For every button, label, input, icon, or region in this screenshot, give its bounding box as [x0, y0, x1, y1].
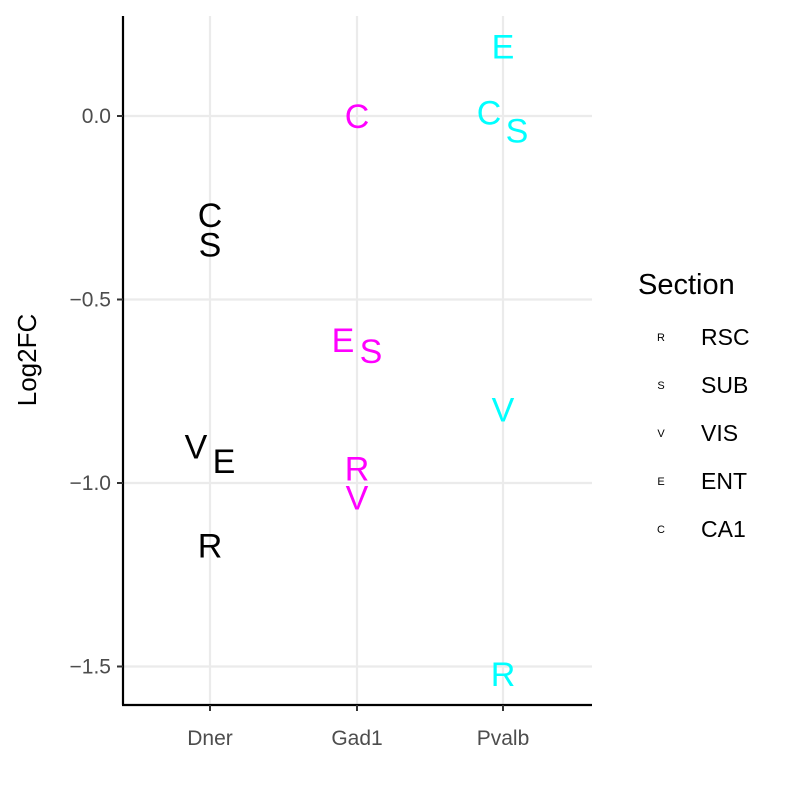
y-tick-label: −0.5: [70, 289, 111, 312]
point-dner-c: C: [198, 197, 223, 235]
point-dner-e: E: [213, 443, 236, 481]
point-pvalb-c: C: [477, 94, 502, 132]
point-pvalb-e: E: [492, 28, 515, 66]
legend-key-rsc: R: [657, 332, 665, 344]
legend-label-ca1: CA1: [701, 516, 746, 542]
point-pvalb-s: S: [506, 113, 529, 151]
y-axis-title: Log2FC: [12, 314, 42, 407]
point-pvalb-r: R: [491, 656, 516, 694]
legend-key-ent: E: [657, 476, 664, 488]
legend-label-sub: SUB: [701, 372, 748, 398]
point-gad1-c: C: [345, 98, 370, 136]
legend-key-ca1: C: [657, 524, 665, 536]
point-pvalb-v: V: [492, 392, 515, 430]
y-ticks: 0.0 −0.5 −1.0 −1.5: [70, 105, 123, 679]
x-tick-label: Pvalb: [477, 727, 530, 750]
x-tick-label: Gad1: [331, 727, 382, 750]
point-dner-v: V: [185, 428, 208, 466]
legend: Section R RSC S SUB V VIS E ENT C CA1: [638, 269, 750, 542]
legend-label-vis: VIS: [701, 420, 738, 446]
legend-label-ent: ENT: [701, 468, 747, 494]
legend-title: Section: [638, 269, 735, 301]
point-gad1-v: V: [346, 480, 369, 518]
point-gad1-e: E: [332, 322, 355, 360]
x-tick-label: Dner: [187, 727, 233, 750]
grid: [123, 16, 592, 705]
legend-items: R RSC S SUB V VIS E ENT C CA1: [657, 324, 750, 542]
legend-label-rsc: RSC: [701, 324, 750, 350]
x-ticks: Dner Gad1 Pvalb: [187, 705, 529, 750]
point-dner-r: R: [198, 527, 223, 565]
legend-key-sub: S: [657, 380, 664, 392]
point-gad1-r: R: [345, 450, 370, 488]
y-tick-label: 0.0: [82, 105, 111, 128]
point-gad1-s: S: [360, 333, 383, 371]
point-dner-s: S: [199, 226, 222, 264]
y-tick-label: −1.5: [70, 656, 111, 679]
legend-key-vis: V: [657, 428, 665, 440]
y-tick-label: −1.0: [70, 472, 111, 495]
